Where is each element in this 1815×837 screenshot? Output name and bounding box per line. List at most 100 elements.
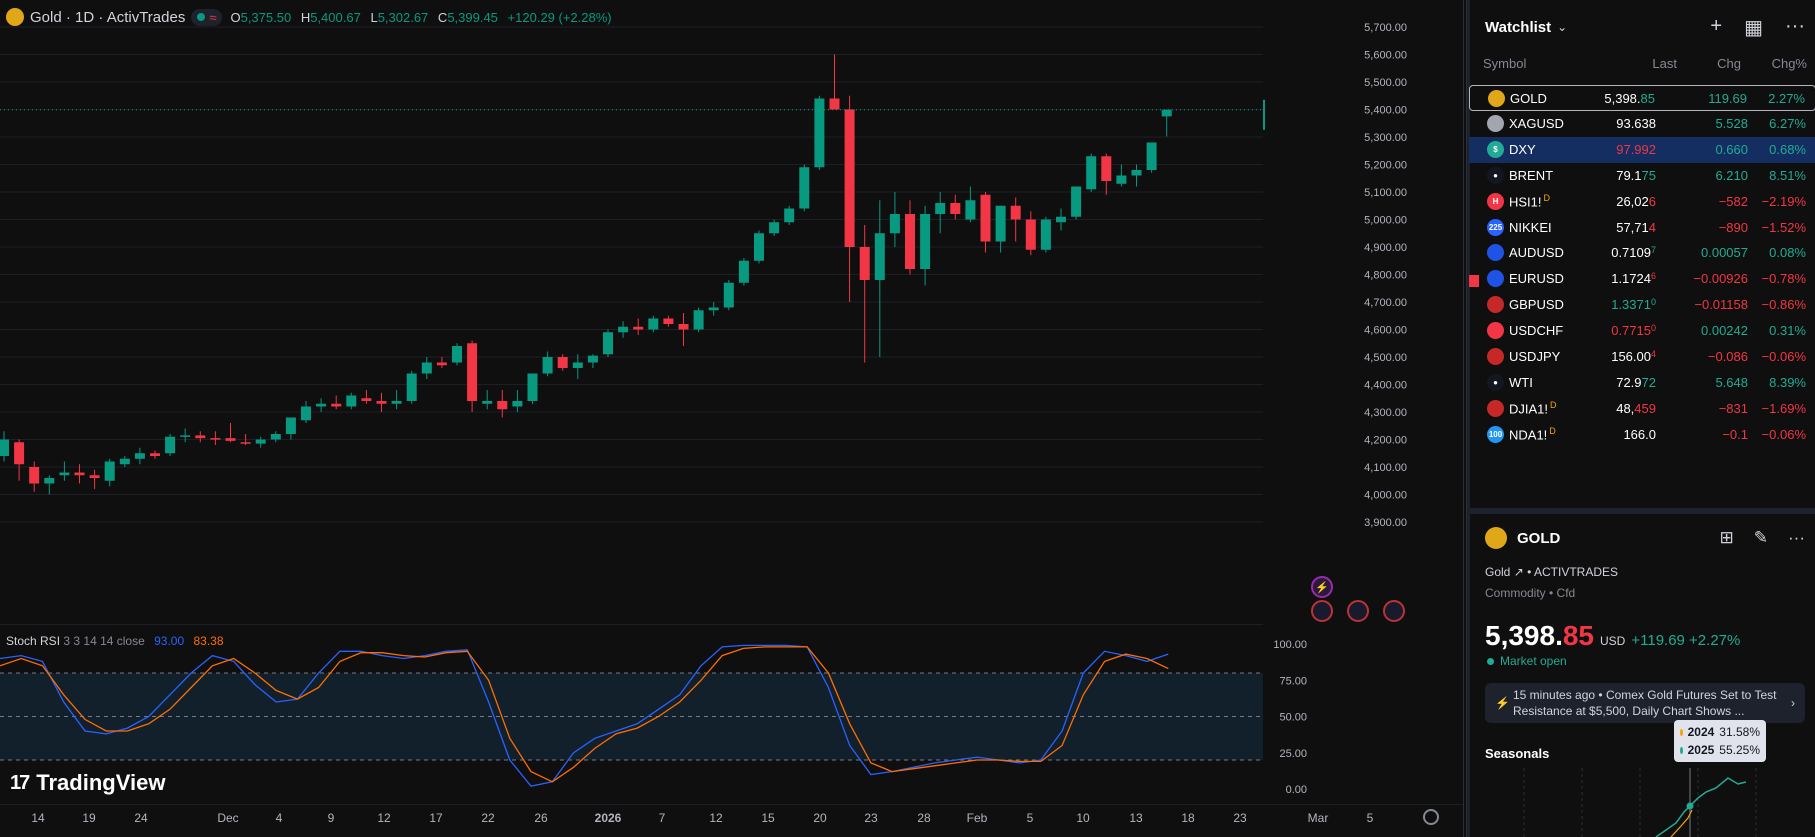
watchlist-row-djia1[interactable]: DJIA1! D 48,459 −831 −1.69% — [1469, 396, 1815, 422]
change-percent: −0.06% — [1761, 426, 1806, 442]
add-symbol-icon[interactable]: + — [1710, 14, 1723, 37]
candle-body — [1040, 219, 1051, 250]
watchlist-row-xagusd[interactable]: XAGUSD 93.638 5.528 6.27% — [1469, 111, 1815, 137]
candle-body — [29, 467, 40, 484]
us-flag-event-icon[interactable] — [1347, 600, 1369, 622]
last-price: 166.0 — [1623, 426, 1656, 442]
instrument-name[interactable]: Gold — [1485, 565, 1511, 579]
time-tick-label: 19 — [82, 811, 96, 825]
external-link-icon[interactable]: ↗ — [1513, 565, 1524, 579]
candle-body — [225, 438, 236, 441]
stoch-k-line — [0, 644, 1169, 787]
price-tick-label: 3,900.00 — [1364, 517, 1407, 529]
candle-body — [255, 439, 266, 444]
watchlist-row-gbpusd[interactable]: GBPUSD 1.33710 −0.01158 −0.86% — [1469, 292, 1815, 318]
edit-icon[interactable]: ✎ — [1753, 528, 1769, 547]
price-tick-label: 5,600.00 — [1364, 50, 1407, 62]
candle-body — [436, 362, 447, 366]
time-tick-label: Mar — [1308, 811, 1329, 825]
stoch-rsi-pane[interactable] — [0, 624, 1263, 794]
symbol-title[interactable]: Gold · 1D · ActivTrades — [30, 8, 186, 26]
last-price: 156.004 — [1611, 349, 1656, 364]
candle-body — [542, 357, 553, 374]
stoch-rsi-legend[interactable]: Stoch RSI 3 3 14 14 close 93.00 83.38 — [6, 634, 224, 648]
price-chart[interactable] — [0, 0, 1263, 624]
change-value: −831 — [1718, 400, 1748, 416]
watchlist-row-dxy[interactable]: $ DXY 97.992 0.660 0.68% — [1469, 136, 1815, 163]
watchlist-row-brent[interactable]: ● BRENT 79.175 6.210 8.51% — [1469, 163, 1815, 189]
chevron-down-icon[interactable]: ⌄ — [1557, 20, 1568, 34]
watchlist-row-eurusd[interactable]: EURUSD 1.17246 −0.00926 −0.78% — [1469, 266, 1815, 292]
symbol-icon — [1487, 296, 1504, 314]
watchlist-row-wti[interactable]: ● WTI 72.972 5.648 8.39% — [1469, 370, 1815, 396]
time-tick-label: 14 — [31, 811, 45, 825]
flash-event-icon[interactable]: ⚡ — [1311, 576, 1333, 598]
change-value: −890 — [1718, 219, 1748, 235]
candle-body — [285, 417, 296, 434]
time-axis[interactable]: 14 19 24 Dec 4 9 12 17 22 26 2026 7 12 15 20 23 28 Feb 5 10… — [0, 804, 1463, 837]
candle-body — [723, 282, 734, 308]
change-value: 5.648 — [1715, 374, 1748, 390]
col-symbol[interactable]: Symbol — [1483, 56, 1527, 71]
price-tick-label: 5,200.00 — [1364, 160, 1407, 172]
price-axis[interactable]: 5,700.00 5,600.00 5,500.00 5,400.00 5,300.00… — [1263, 0, 1463, 624]
settings-gear-icon[interactable] — [1423, 809, 1439, 825]
time-tick-label: 26 — [534, 811, 548, 825]
seasonals-chart[interactable] — [1466, 768, 1815, 837]
tooltip-value: 31.58% — [1719, 725, 1760, 739]
watchlist-row-usdchf[interactable]: USDCHF 0.77150 0.00242 0.31% — [1469, 318, 1815, 344]
time-tick-label: 10 — [1076, 811, 1090, 825]
change-value: +120.29 (+2.28%) — [507, 9, 612, 25]
more-options-icon[interactable]: ··· — [1785, 14, 1805, 37]
time-tick-label: 23 — [1233, 811, 1247, 825]
symbol-icon — [1487, 114, 1504, 132]
candle-body — [920, 214, 931, 269]
seasonal-point — [1686, 802, 1694, 810]
candle-body — [134, 453, 145, 459]
tradingview-logo[interactable]: 17 TradingView — [10, 770, 165, 796]
watchlist-row-hsi1[interactable]: H HSI1! D 26,026 −582 −2.19% — [1469, 189, 1815, 215]
chart-pane[interactable]: 5,700.00 5,600.00 5,500.00 5,400.00 5,300.00… — [0, 0, 1464, 837]
grid-icon[interactable]: ⊞ — [1719, 528, 1734, 547]
news-time: 15 minutes ago — [1513, 688, 1596, 702]
tooltip-value: 55.25% — [1719, 743, 1760, 757]
candle-body — [1086, 156, 1097, 190]
watchlist-row-nikkei[interactable]: 225 NIKKEI 57,714 −890 −1.52% — [1469, 215, 1815, 241]
candle-body — [210, 438, 221, 440]
panel-divider[interactable] — [1467, 508, 1815, 514]
candle-body — [150, 453, 160, 456]
us-flag-event-icon[interactable] — [1311, 600, 1333, 622]
news-item[interactable]: ⚡ 15 minutes ago • Comex Gold Futures Se… — [1485, 683, 1805, 723]
us-flag-event-icon[interactable] — [1383, 600, 1405, 622]
candle-body — [980, 194, 991, 242]
price-tick-label: 5,500.00 — [1364, 77, 1407, 89]
change-value: 6.210 — [1715, 167, 1748, 183]
watchlist-row-usdjpy[interactable]: USDJPY 156.004 −0.086 −0.06% — [1469, 344, 1815, 370]
flag-marker-icon[interactable] — [1469, 275, 1479, 288]
table-view-icon[interactable]: ▦ — [1744, 16, 1764, 39]
watchlist-row-nda1[interactable]: 100 NDA1! D 166.0 −0.1 −0.06% — [1469, 422, 1815, 448]
candle-body — [603, 332, 613, 355]
watchlist-row-audusd[interactable]: AUDUSD 0.71097 0.00057 0.08% — [1469, 240, 1815, 266]
col-chg[interactable]: Chg — [1717, 56, 1741, 71]
panel-resize-handle[interactable] — [1467, 0, 1470, 837]
col-last[interactable]: Last — [1652, 56, 1677, 71]
candle-body — [59, 472, 70, 476]
watchlist-title[interactable]: Watchlist — [1485, 18, 1552, 36]
candle-body — [693, 310, 704, 330]
change-percent: −1.52% — [1761, 219, 1806, 235]
open-value: 5,375.50 — [240, 9, 292, 25]
close-value: 5,399.45 — [447, 9, 498, 25]
candle-body — [74, 472, 85, 476]
market-status-pill[interactable]: ≈ — [191, 8, 223, 26]
time-tick-label: 12 — [377, 811, 391, 825]
candle-body — [482, 401, 493, 404]
change-percent: −0.78% — [1761, 271, 1806, 287]
watchlist-row-gold[interactable]: GOLD 5,398.85 119.69 2.27% — [1469, 85, 1815, 111]
stoch-rsi-name: Stoch RSI — [6, 634, 61, 648]
details-symbol[interactable]: GOLD — [1517, 529, 1561, 547]
col-chgp[interactable]: Chg% — [1771, 56, 1807, 71]
seasonals-title[interactable]: Seasonals — [1485, 746, 1550, 761]
more-options-icon[interactable]: ··· — [1788, 528, 1805, 547]
